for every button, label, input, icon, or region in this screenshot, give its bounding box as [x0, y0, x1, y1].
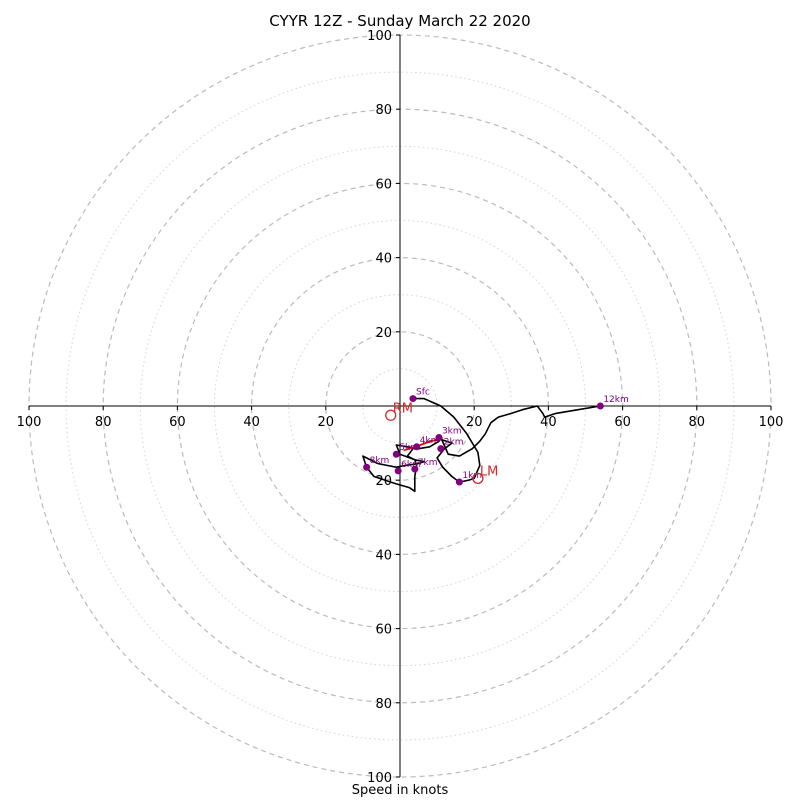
height-marker-2km [437, 445, 445, 453]
height-label-Sfc: Sfc [416, 388, 430, 398]
bunkers-label-LM: LM [480, 464, 498, 479]
height-marker-4km [413, 443, 421, 451]
height-marker-3km [435, 434, 443, 442]
height-label-6km: 6km [401, 460, 421, 470]
height-label-8km: 8km [370, 456, 390, 466]
height-label-4km: 4km [420, 436, 440, 446]
height-marker-5km [392, 450, 400, 458]
bunkers-marker-LM [472, 472, 484, 484]
height-label-5km: 5km [399, 443, 419, 453]
y-tick-label: 20 [375, 326, 392, 341]
y-tick-label: 100 [367, 771, 392, 786]
y-tick-label: 40 [375, 548, 392, 563]
height-marker-6km [394, 467, 402, 475]
x-tick-label: 40 [540, 415, 557, 430]
chart-title: CYYR 12Z - Sunday March 22 2020 [269, 12, 531, 30]
x-tick-label: 100 [17, 415, 42, 430]
height-label-3km: 3km [442, 427, 462, 437]
y-tick-label: 100 [367, 29, 392, 44]
x-axis-label: Speed in knots [351, 783, 449, 798]
y-tick-label: 80 [375, 103, 392, 118]
y-tick-label: 80 [375, 697, 392, 712]
height-marker-1km [455, 478, 463, 486]
x-tick-label: 80 [689, 415, 706, 430]
hodograph-trace-line [362, 397, 601, 493]
height-marker-7km [411, 465, 419, 473]
height-label-2km: 2km [444, 438, 464, 448]
bunkers-marker-RM [385, 409, 397, 421]
bunkers-label-RM: RM [393, 401, 413, 416]
x-tick-label: 20 [318, 415, 335, 430]
height-label-12km: 12km [603, 395, 628, 405]
x-tick-label: 60 [614, 415, 631, 430]
x-tick-label: 40 [243, 415, 260, 430]
y-tick-label: 40 [375, 252, 392, 267]
height-marker-8km [363, 463, 371, 471]
storm-motion-line [403, 436, 443, 452]
bunkers-storm-motion: RM LM [385, 401, 498, 484]
height-label-7km: 7km [418, 458, 438, 468]
hodograph-axes [29, 35, 771, 777]
height-marker-Sfc [409, 395, 417, 403]
x-tick-label: 20 [466, 415, 483, 430]
wind-trace [362, 397, 601, 493]
height-marker-12km [596, 402, 604, 410]
x-tick-label: 100 [759, 415, 784, 430]
x-tick-label: 80 [95, 415, 112, 430]
y-tick-label: 60 [375, 177, 392, 192]
height-label-1km: 1km [462, 471, 482, 481]
y-tick-label: 60 [375, 623, 392, 638]
x-tick-label: 60 [169, 415, 186, 430]
